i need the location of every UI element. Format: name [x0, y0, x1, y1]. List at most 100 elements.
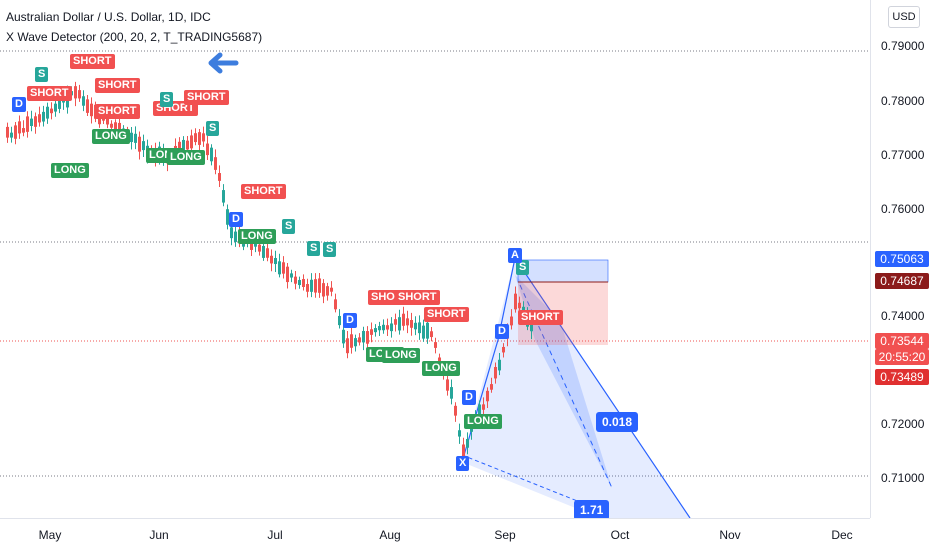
- candle-body: [458, 430, 461, 437]
- candle-body: [330, 287, 333, 292]
- candle-body: [42, 111, 45, 122]
- candle-body: [70, 91, 73, 96]
- s-signal: S: [307, 241, 321, 256]
- candle-body: [130, 132, 133, 143]
- candle-body: [90, 103, 93, 117]
- candle-body: [430, 331, 433, 338]
- candle-body: [30, 118, 33, 126]
- candle-body: [198, 132, 201, 145]
- candle-body: [190, 135, 193, 149]
- candle-body: [326, 286, 329, 296]
- long-signal: LONG: [382, 348, 420, 363]
- candle-body: [386, 325, 389, 330]
- price-badge-stop: 0.73489: [875, 369, 929, 385]
- candle-body: [22, 128, 25, 133]
- candle-body: [186, 140, 189, 150]
- candle-body: [282, 262, 285, 274]
- candle-body: [14, 125, 17, 139]
- candle-body: [234, 231, 237, 242]
- s-signal: S: [323, 242, 337, 257]
- price-tick: 0.78000: [881, 94, 925, 108]
- candle-body: [418, 322, 421, 334]
- short-signal: SHORT: [70, 54, 115, 69]
- candle-body: [486, 390, 489, 402]
- candle-body: [374, 328, 377, 333]
- candle-body: [86, 99, 89, 113]
- chart-area[interactable]: Australian Dollar / U.S. Dollar, 1D, IDC…: [0, 0, 870, 518]
- price-tick: 0.79000: [881, 39, 925, 53]
- candle-body: [54, 103, 57, 112]
- candle-body: [306, 284, 309, 292]
- long-signal: LONG: [238, 229, 276, 244]
- candle-body: [274, 258, 277, 265]
- candle-body: [402, 313, 405, 326]
- d-signal: D: [462, 390, 476, 405]
- candle-body: [266, 248, 269, 258]
- candle-body: [426, 322, 429, 339]
- candle-body: [218, 173, 221, 181]
- candle-body: [202, 133, 205, 142]
- candle-body: [58, 99, 61, 109]
- price-tick: 0.77000: [881, 148, 925, 162]
- candlestick-series: [6, 81, 533, 464]
- long-signal: LONG: [167, 150, 205, 165]
- price-badge-entry: 0.74687: [875, 273, 929, 289]
- d-signal: D: [343, 313, 357, 328]
- candle-body: [294, 276, 297, 284]
- price-tick: 0.71000: [881, 471, 925, 485]
- candle-body: [230, 227, 233, 239]
- candle-body: [398, 317, 401, 331]
- candle-body: [318, 278, 321, 293]
- price-tick: 0.72000: [881, 417, 925, 431]
- candle-body: [210, 147, 213, 162]
- candle-body: [110, 123, 113, 128]
- candle-body: [134, 133, 137, 143]
- candle-body: [478, 404, 481, 420]
- fib-ratio-label: 0.018: [596, 412, 639, 432]
- candle-body: [466, 438, 469, 448]
- time-scale[interactable]: May Jun Jul Aug Sep Oct Nov Dec: [0, 518, 870, 551]
- candle-body: [38, 114, 41, 123]
- symbol-title[interactable]: Australian Dollar / U.S. Dollar, 1D, IDC: [6, 10, 211, 24]
- short-signal: SHORT: [184, 90, 229, 105]
- candle-body: [226, 209, 229, 225]
- candle-body: [414, 322, 417, 330]
- candle-body: [362, 330, 365, 343]
- candle-body: [194, 133, 197, 143]
- candle-body: [394, 319, 397, 325]
- indicator-legend[interactable]: X Wave Detector (200, 20, 2, T_TRADING56…: [6, 30, 263, 44]
- fib-ratio-label: 1.71: [574, 500, 610, 518]
- candle-body: [410, 319, 413, 328]
- candle-body: [382, 324, 385, 331]
- short-signal: SHORT: [424, 307, 469, 322]
- candle-body: [422, 325, 425, 339]
- candle-body: [34, 116, 37, 127]
- candle-body: [322, 283, 325, 297]
- pattern-point-x: X: [456, 456, 470, 471]
- long-signal: LONG: [51, 163, 89, 178]
- long-signal: LONG: [464, 414, 502, 429]
- candle-body: [530, 323, 533, 332]
- s-signal: S: [516, 260, 530, 275]
- candle-body: [78, 90, 81, 99]
- d-signal: D: [229, 212, 243, 227]
- currency-button[interactable]: USD: [888, 6, 920, 28]
- candle-body: [278, 261, 281, 275]
- candle-body: [498, 359, 501, 371]
- price-tick: 0.76000: [881, 202, 925, 216]
- candle-body: [222, 190, 225, 203]
- s-signal: S: [206, 121, 220, 136]
- short-signal: SHORT: [241, 184, 286, 199]
- candle-body: [462, 444, 465, 457]
- candle-body: [470, 427, 473, 432]
- price-scale[interactable]: 0.79000 0.78000 0.77000 0.76000 0.74000 …: [870, 0, 932, 518]
- candle-body: [494, 366, 497, 379]
- candle-body: [342, 329, 345, 344]
- time-tick: Sep: [494, 528, 516, 542]
- candle-body: [286, 266, 289, 283]
- price-badge-current: 0.73544: [875, 333, 929, 349]
- time-tick: Aug: [379, 528, 401, 542]
- candle-body: [250, 241, 253, 250]
- d-signal: D: [12, 97, 26, 112]
- time-tick: Jun: [149, 528, 169, 542]
